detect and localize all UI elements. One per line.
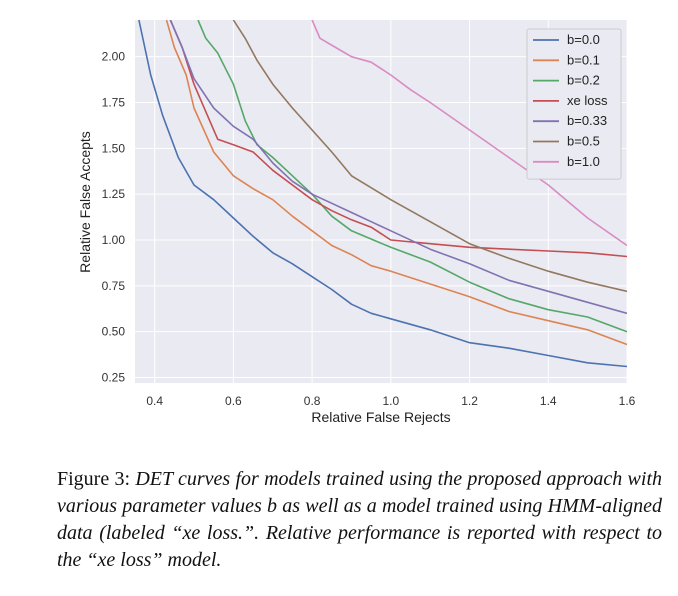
det-chart: 0.4 0.6 0.8 1.0 1.2 1.4 1.6 0.25 0.50 0.75 1.00 1.… [77, 20, 636, 425]
series-line-0 [138, 20, 627, 368]
legend-label-4: b=0.33 [567, 113, 607, 128]
legend-label-3: xe loss [567, 93, 608, 108]
legend-label-1: b=0.1 [567, 52, 600, 67]
y-axis-label: Relative False Accepts [77, 131, 93, 273]
y-tick-label: 1.25 [102, 187, 126, 201]
legend-label-0: b=0.0 [567, 32, 600, 47]
x-axis-label: Relative False Rejects [311, 409, 450, 425]
y-tick-label: 0.75 [102, 279, 126, 293]
x-tick-label: 0.8 [304, 394, 321, 408]
series-line-5 [232, 20, 627, 293]
y-tick-labels: 0.25 0.50 0.75 1.00 1.25 1.50 1.75 2.00 [102, 50, 126, 385]
legend-label-5: b=0.5 [567, 134, 600, 149]
x-tick-labels: 0.4 0.6 0.8 1.0 1.2 1.4 1.6 [146, 394, 635, 408]
series-lines [138, 20, 627, 368]
y-tick-label: 2.00 [102, 50, 126, 64]
x-tick-label: 0.4 [146, 394, 163, 408]
y-tick-label: 1.00 [102, 233, 126, 247]
x-tick-label: 0.6 [225, 394, 242, 408]
figure-caption: Figure 3: DET curves for models trained … [57, 466, 662, 574]
y-tick-label: 0.50 [102, 325, 126, 339]
series-line-1 [165, 20, 627, 346]
x-tick-label: 1.2 [461, 394, 478, 408]
x-tick-label: 1.4 [540, 394, 557, 408]
legend: b=0.0 b=0.1 b=0.2 xe loss b=0.33 b=0.5 b=1.0 [526, 28, 622, 180]
series-line-4 [169, 20, 627, 315]
y-tick-label: 1.50 [102, 141, 126, 155]
x-tick-label: 1.6 [619, 394, 636, 408]
caption-text: DET curves for models trained using the … [57, 468, 662, 571]
y-tick-label: 0.25 [102, 371, 126, 385]
legend-label-2: b=0.2 [567, 73, 600, 88]
legend-label-6: b=1.0 [567, 154, 600, 169]
y-tick-label: 1.75 [102, 96, 126, 110]
x-tick-label: 1.0 [382, 394, 399, 408]
grid [135, 20, 628, 383]
series-line-6 [311, 20, 627, 247]
series-line-3 [169, 20, 627, 258]
caption-prefix: Figure 3: [57, 468, 131, 490]
